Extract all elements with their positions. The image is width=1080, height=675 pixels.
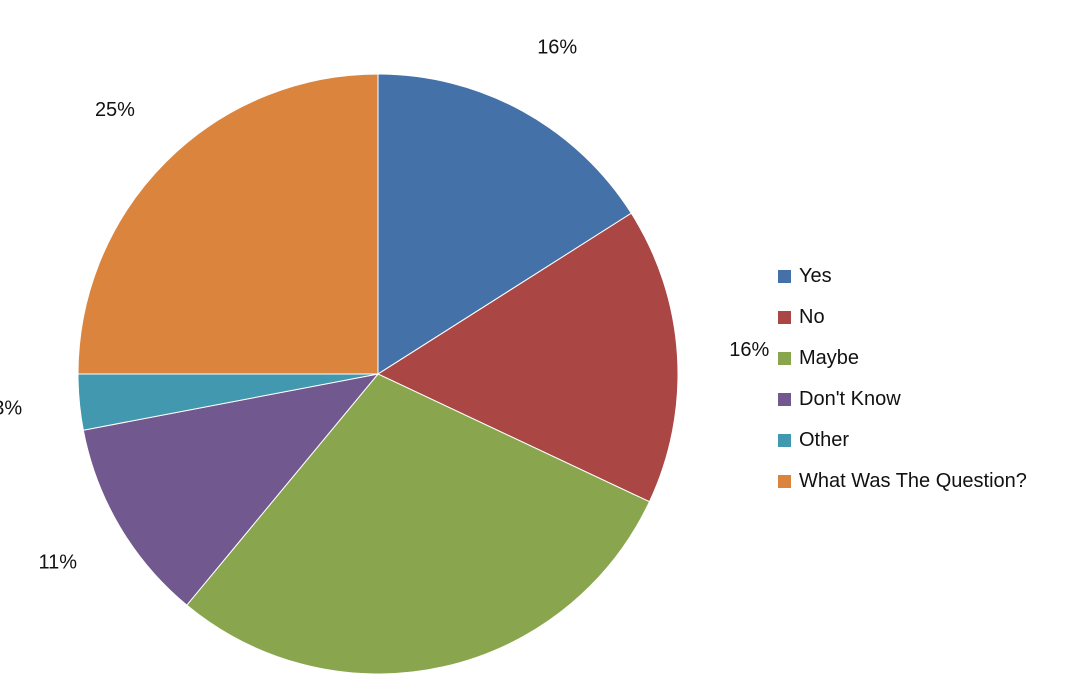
legend-item-what-was-the-question: What Was The Question? — [778, 461, 1027, 502]
legend-item-no: No — [778, 297, 1027, 338]
legend-swatch-no — [778, 311, 791, 324]
legend-label-what-was-the-question: What Was The Question? — [799, 470, 1027, 492]
legend-item-yes: Yes — [778, 256, 1027, 297]
pie-slice-no — [376, 212, 679, 503]
pie-data-labels: 16% 16% 11% 3% 25% — [0, 36, 769, 573]
legend-label-maybe: Maybe — [799, 347, 860, 369]
legend-label-dont-know: Don't Know — [799, 388, 901, 410]
data-label-what-was-the-question: 25% — [95, 99, 135, 121]
pie-slice-yes — [377, 73, 632, 375]
chart-legend: Yes No Maybe Don't Know Other What Was T… — [778, 256, 1027, 502]
legend-label-other: Other — [799, 429, 850, 451]
data-label-other: 3% — [0, 397, 22, 419]
data-label-don-t-know: 11% — [39, 552, 78, 574]
legend-swatch-yes — [778, 270, 791, 283]
legend-label-no: No — [799, 306, 825, 328]
legend-swatch-maybe — [778, 352, 791, 365]
legend-swatch-dont-know — [778, 393, 791, 406]
legend-label-yes: Yes — [799, 265, 832, 287]
data-label-yes: 16% — [537, 36, 577, 58]
legend-item-other: Other — [778, 420, 1027, 461]
legend-swatch-other — [778, 434, 791, 447]
pie-slice-don-t-know — [82, 373, 380, 606]
legend-item-maybe: Maybe — [778, 338, 1027, 379]
legend-swatch-what-was-the-question — [778, 475, 791, 488]
legend-item-dont-know: Don't Know — [778, 379, 1027, 420]
data-label-no: 16% — [729, 339, 769, 361]
pie-slices — [77, 73, 679, 675]
pie-slice-maybe — [186, 373, 651, 675]
pie-slice-what-was-the-question — [77, 73, 379, 375]
